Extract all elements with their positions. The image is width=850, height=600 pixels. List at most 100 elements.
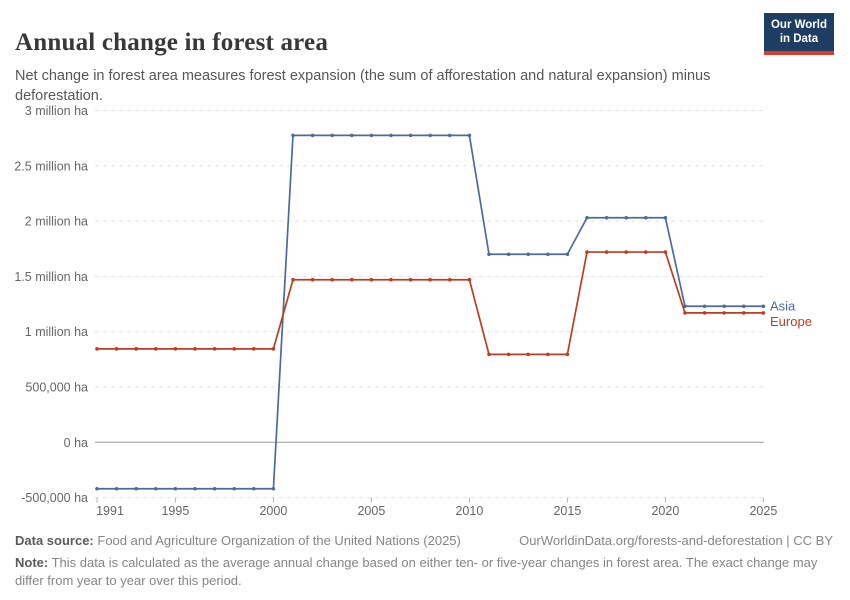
data-point-europe — [232, 347, 236, 351]
data-point-asia — [350, 133, 354, 138]
data-point-asia — [408, 133, 413, 138]
legend-label-asia[interactable]: Asia — [770, 298, 796, 313]
data-point-europe — [330, 277, 335, 282]
data-source-text: Food and Agriculture Organization of the… — [97, 533, 461, 548]
x-tick-label: 2025 — [749, 504, 777, 518]
data-source: Data source: Food and Agriculture Organi… — [15, 533, 461, 548]
x-tick-label: 2000 — [259, 504, 287, 518]
data-point-europe — [742, 311, 746, 315]
data-point-asia — [585, 215, 589, 220]
data-point-europe — [467, 277, 472, 282]
data-point-europe — [644, 250, 648, 254]
x-tick-label: 2020 — [651, 504, 679, 518]
data-point-asia — [683, 304, 687, 309]
page-title: Annual change in forest area — [15, 28, 329, 56]
data-point-asia — [624, 215, 628, 220]
data-point-asia — [644, 215, 648, 220]
data-point-europe — [114, 347, 119, 351]
data-point-asia — [428, 133, 433, 138]
data-point-europe — [173, 347, 178, 351]
data-point-asia — [173, 486, 178, 491]
data-point-europe — [408, 277, 413, 282]
data-point-asia — [193, 486, 197, 491]
data-point-europe — [193, 347, 197, 351]
data-point-europe — [154, 347, 158, 351]
data-point-europe — [428, 277, 433, 282]
data-source-label: Data source: — [15, 533, 94, 548]
data-point-europe — [663, 250, 668, 254]
data-point-europe — [271, 347, 276, 351]
data-point-asia — [252, 486, 256, 491]
data-point-europe — [487, 352, 491, 357]
owid-logo[interactable]: Our World in Data — [763, 13, 834, 55]
data-point-europe — [702, 311, 707, 315]
data-point-asia — [761, 304, 766, 309]
forest-area-line-chart[interactable]: 3 million ha 2.5 million ha 2 million ha 1.… — [0, 90, 850, 528]
data-point-asia — [114, 486, 119, 491]
series-line-europe[interactable] — [97, 251, 764, 356]
owid-url-link[interactable]: OurWorldinData.org/forests-and-deforesta… — [519, 533, 833, 548]
data-point-europe — [604, 250, 609, 254]
data-point-asia — [604, 215, 609, 220]
legend-label-europe[interactable]: Europe — [770, 314, 812, 329]
data-point-asia — [546, 252, 550, 257]
data-point-europe — [506, 352, 511, 357]
x-tick-label: 2015 — [553, 504, 581, 518]
y-tick-label: 1 million ha — [25, 325, 88, 339]
data-point-europe — [134, 347, 138, 351]
data-point-asia — [742, 304, 746, 309]
data-point-europe — [683, 311, 687, 315]
data-point-europe — [369, 277, 374, 282]
data-point-asia — [487, 252, 491, 257]
chart-note: Note: This data is calculated as the ave… — [15, 554, 823, 589]
data-point-asia — [271, 486, 276, 491]
y-tick-label: 500,000 ha — [25, 381, 88, 395]
data-point-asia — [154, 486, 158, 491]
x-tick-label: 1995 — [161, 504, 189, 518]
data-point-asia — [702, 304, 707, 309]
note-text: This data is calculated as the average a… — [15, 555, 818, 588]
data-point-europe — [212, 347, 217, 351]
y-tick-label: 1.5 million ha — [14, 270, 88, 284]
owid-logo-line1: Our World — [770, 19, 827, 31]
y-tick-label: 0 ha — [64, 436, 88, 450]
y-tick-label: 3 million ha — [25, 104, 88, 118]
data-point-europe — [310, 277, 315, 282]
data-point-asia — [722, 304, 726, 309]
data-point-europe — [95, 347, 99, 351]
note-label: Note: — [15, 555, 49, 570]
data-point-asia — [310, 133, 315, 138]
data-point-asia — [526, 252, 530, 257]
data-point-asia — [565, 252, 570, 257]
chart-footer: Data source: Food and Agriculture Organi… — [15, 533, 833, 548]
data-point-asia — [330, 133, 335, 138]
y-tick-label: -500,000 ha — [21, 491, 88, 505]
data-point-asia — [369, 133, 374, 138]
data-point-europe — [585, 250, 589, 254]
data-point-europe — [448, 277, 452, 282]
data-point-asia — [212, 486, 217, 491]
data-point-asia — [389, 133, 393, 138]
chart-subtitle: Net change in forest area measures fores… — [15, 67, 711, 104]
data-point-europe — [722, 311, 726, 315]
data-point-europe — [565, 352, 570, 357]
data-point-europe — [624, 250, 628, 254]
data-point-asia — [467, 133, 472, 138]
data-point-asia — [95, 486, 99, 491]
data-point-europe — [761, 311, 766, 315]
data-point-asia — [448, 133, 452, 138]
data-point-europe — [526, 352, 530, 357]
x-tick-label: 2005 — [357, 504, 385, 518]
data-point-asia — [506, 252, 511, 257]
data-point-asia — [134, 486, 138, 491]
data-point-asia — [232, 486, 236, 491]
data-point-europe — [350, 277, 354, 282]
data-point-asia — [291, 133, 295, 138]
x-tick-label: 1991 — [96, 504, 124, 518]
data-point-europe — [291, 277, 295, 282]
y-tick-label: 2 million ha — [25, 215, 88, 229]
data-point-asia — [663, 215, 668, 220]
x-tick-label: 2010 — [455, 504, 483, 518]
series-line-asia[interactable] — [97, 134, 764, 490]
data-point-europe — [389, 277, 393, 282]
